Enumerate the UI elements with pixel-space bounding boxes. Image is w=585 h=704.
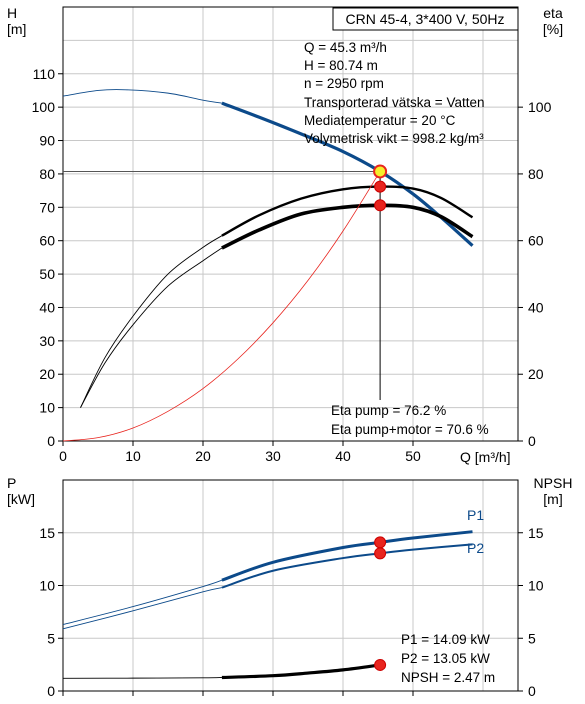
bot-series-p2 <box>62 587 222 630</box>
info-temperature: Mediatemperatur = 20 °C <box>304 113 456 128</box>
top-chart-frame <box>62 6 519 442</box>
top-series-eta-total <box>221 203 474 250</box>
y2-axis-label-eta: eta <box>543 5 563 21</box>
efficiency-point <box>374 199 387 212</box>
top-y-tick-label: 60 <box>39 233 55 249</box>
info-eta-total: Eta pump+motor = 70.6 % <box>331 422 489 437</box>
y-axis-unit-p: [kW] <box>7 491 35 507</box>
top-x-tick-label: 40 <box>335 448 351 464</box>
info-p2: P2 = 13.05 kW <box>401 651 490 666</box>
top-y-tick-label: 40 <box>39 299 55 315</box>
top-y-tick-label: 90 <box>39 133 55 149</box>
top-y-tick-label: 20 <box>39 366 55 382</box>
bot-y2-tick-label: 0 <box>528 683 536 699</box>
top-series-eta-pump <box>80 235 223 408</box>
top-y-tick-label: 100 <box>32 99 56 115</box>
bot-series-npsh <box>62 677 222 679</box>
top-y-tick-label: 50 <box>39 266 55 282</box>
operating-point <box>373 164 388 179</box>
top-y2-tick-label: 60 <box>528 233 544 249</box>
top-series-eta-total <box>80 247 223 408</box>
bot-series-p1 <box>62 579 223 625</box>
y-axis-label-p: P <box>7 475 16 491</box>
y2-axis-label-npsh: NPSH <box>534 475 573 491</box>
top-x-tick-label: 20 <box>195 448 211 464</box>
top-y-tick-label: 110 <box>33 66 56 82</box>
operating-point-npsh <box>374 658 387 671</box>
top-y2-tick-label: 20 <box>528 366 544 382</box>
bot-y-tick-label: 0 <box>47 683 55 699</box>
bot-y-tick-label: 15 <box>39 525 55 541</box>
efficiency-point <box>374 180 387 193</box>
top-x-tick-label: 0 <box>59 448 67 464</box>
top-y-tick-label: 70 <box>39 199 55 215</box>
top-chart-series <box>62 89 474 442</box>
info-p1: P1 = 14.09 kW <box>401 632 490 647</box>
bot-series-npsh <box>221 663 381 680</box>
top-y2-tick-label: 80 <box>528 166 544 182</box>
bot-series-p1 <box>221 530 473 582</box>
operating-point-p1 <box>374 536 387 549</box>
bot-y2-tick-label: 5 <box>528 630 536 646</box>
info-npsh: NPSH = 2.47 m <box>401 670 495 685</box>
bot-y-tick-label: 5 <box>47 630 55 646</box>
y2-axis-unit-eta: [%] <box>543 21 563 37</box>
y-axis-unit-h: [m] <box>7 21 26 37</box>
operating-info: Q = 45.3 m³/h H = 80.74 m n = 2950 rpm T… <box>304 40 484 146</box>
top-y2-tick-label: 0 <box>528 433 536 449</box>
top-y-tick-label: 30 <box>39 333 55 349</box>
top-y-tick-label: 80 <box>39 166 55 182</box>
bottom-chart-series <box>62 530 473 680</box>
info-liquid: Transporterad vätska = Vatten <box>304 95 484 110</box>
power-info: P1 = 14.09 kW P2 = 13.05 kW NPSH = 2.47 … <box>401 632 495 685</box>
model-title: CRN 45-4, 3*400 V, 50Hz <box>345 11 504 27</box>
top-series-system <box>62 171 381 442</box>
top-x-tick-label: 50 <box>405 448 421 464</box>
efficiency-info: Eta pump = 76.2 % Eta pump+motor = 70.6 … <box>331 403 489 437</box>
info-density: Volymetrisk vikt = 998.2 kg/m³ <box>304 131 484 146</box>
y2-axis-unit-npsh: [m] <box>543 491 562 507</box>
top-y-tick-label: 10 <box>39 400 55 416</box>
y-axis-label-h: H <box>7 5 17 21</box>
info-q: Q = 45.3 m³/h <box>304 40 387 55</box>
info-h: H = 80.74 m <box>304 58 378 73</box>
top-y2-tick-label: 100 <box>528 99 552 115</box>
info-eta-pump: Eta pump = 76.2 % <box>331 403 446 418</box>
bottom-chart-grid <box>63 480 518 691</box>
top-series-eta-pump <box>221 185 474 237</box>
top-series-head <box>62 89 222 104</box>
top-chart-grid <box>63 7 518 441</box>
model-title-box <box>332 7 519 31</box>
bot-y2-tick-label: 15 <box>528 525 544 541</box>
top-x-tick-label: 30 <box>265 448 281 464</box>
operating-point-p2 <box>374 547 387 560</box>
bot-y2-tick-label: 10 <box>528 578 544 594</box>
info-n: n = 2950 rpm <box>304 76 384 91</box>
top-chart-ticks: 0 10 20 30 40 50 60 70 80 90 100 110 0 20 40 60 80 100 0 10… <box>32 66 552 464</box>
x-axis-label: Q [m³/h] <box>460 449 511 465</box>
bottom-chart-ticks: 0 5 10 15 0 5 10 15 <box>39 525 543 699</box>
bot-y-tick-label: 10 <box>39 578 55 594</box>
series-label-p2: P2 <box>467 540 484 556</box>
series-label-p1: P1 <box>467 507 484 523</box>
top-y2-tick-label: 40 <box>528 299 544 315</box>
bot-series-p2 <box>221 543 473 589</box>
top-x-tick-label: 10 <box>125 448 141 464</box>
top-y-tick-label: 0 <box>47 433 55 449</box>
